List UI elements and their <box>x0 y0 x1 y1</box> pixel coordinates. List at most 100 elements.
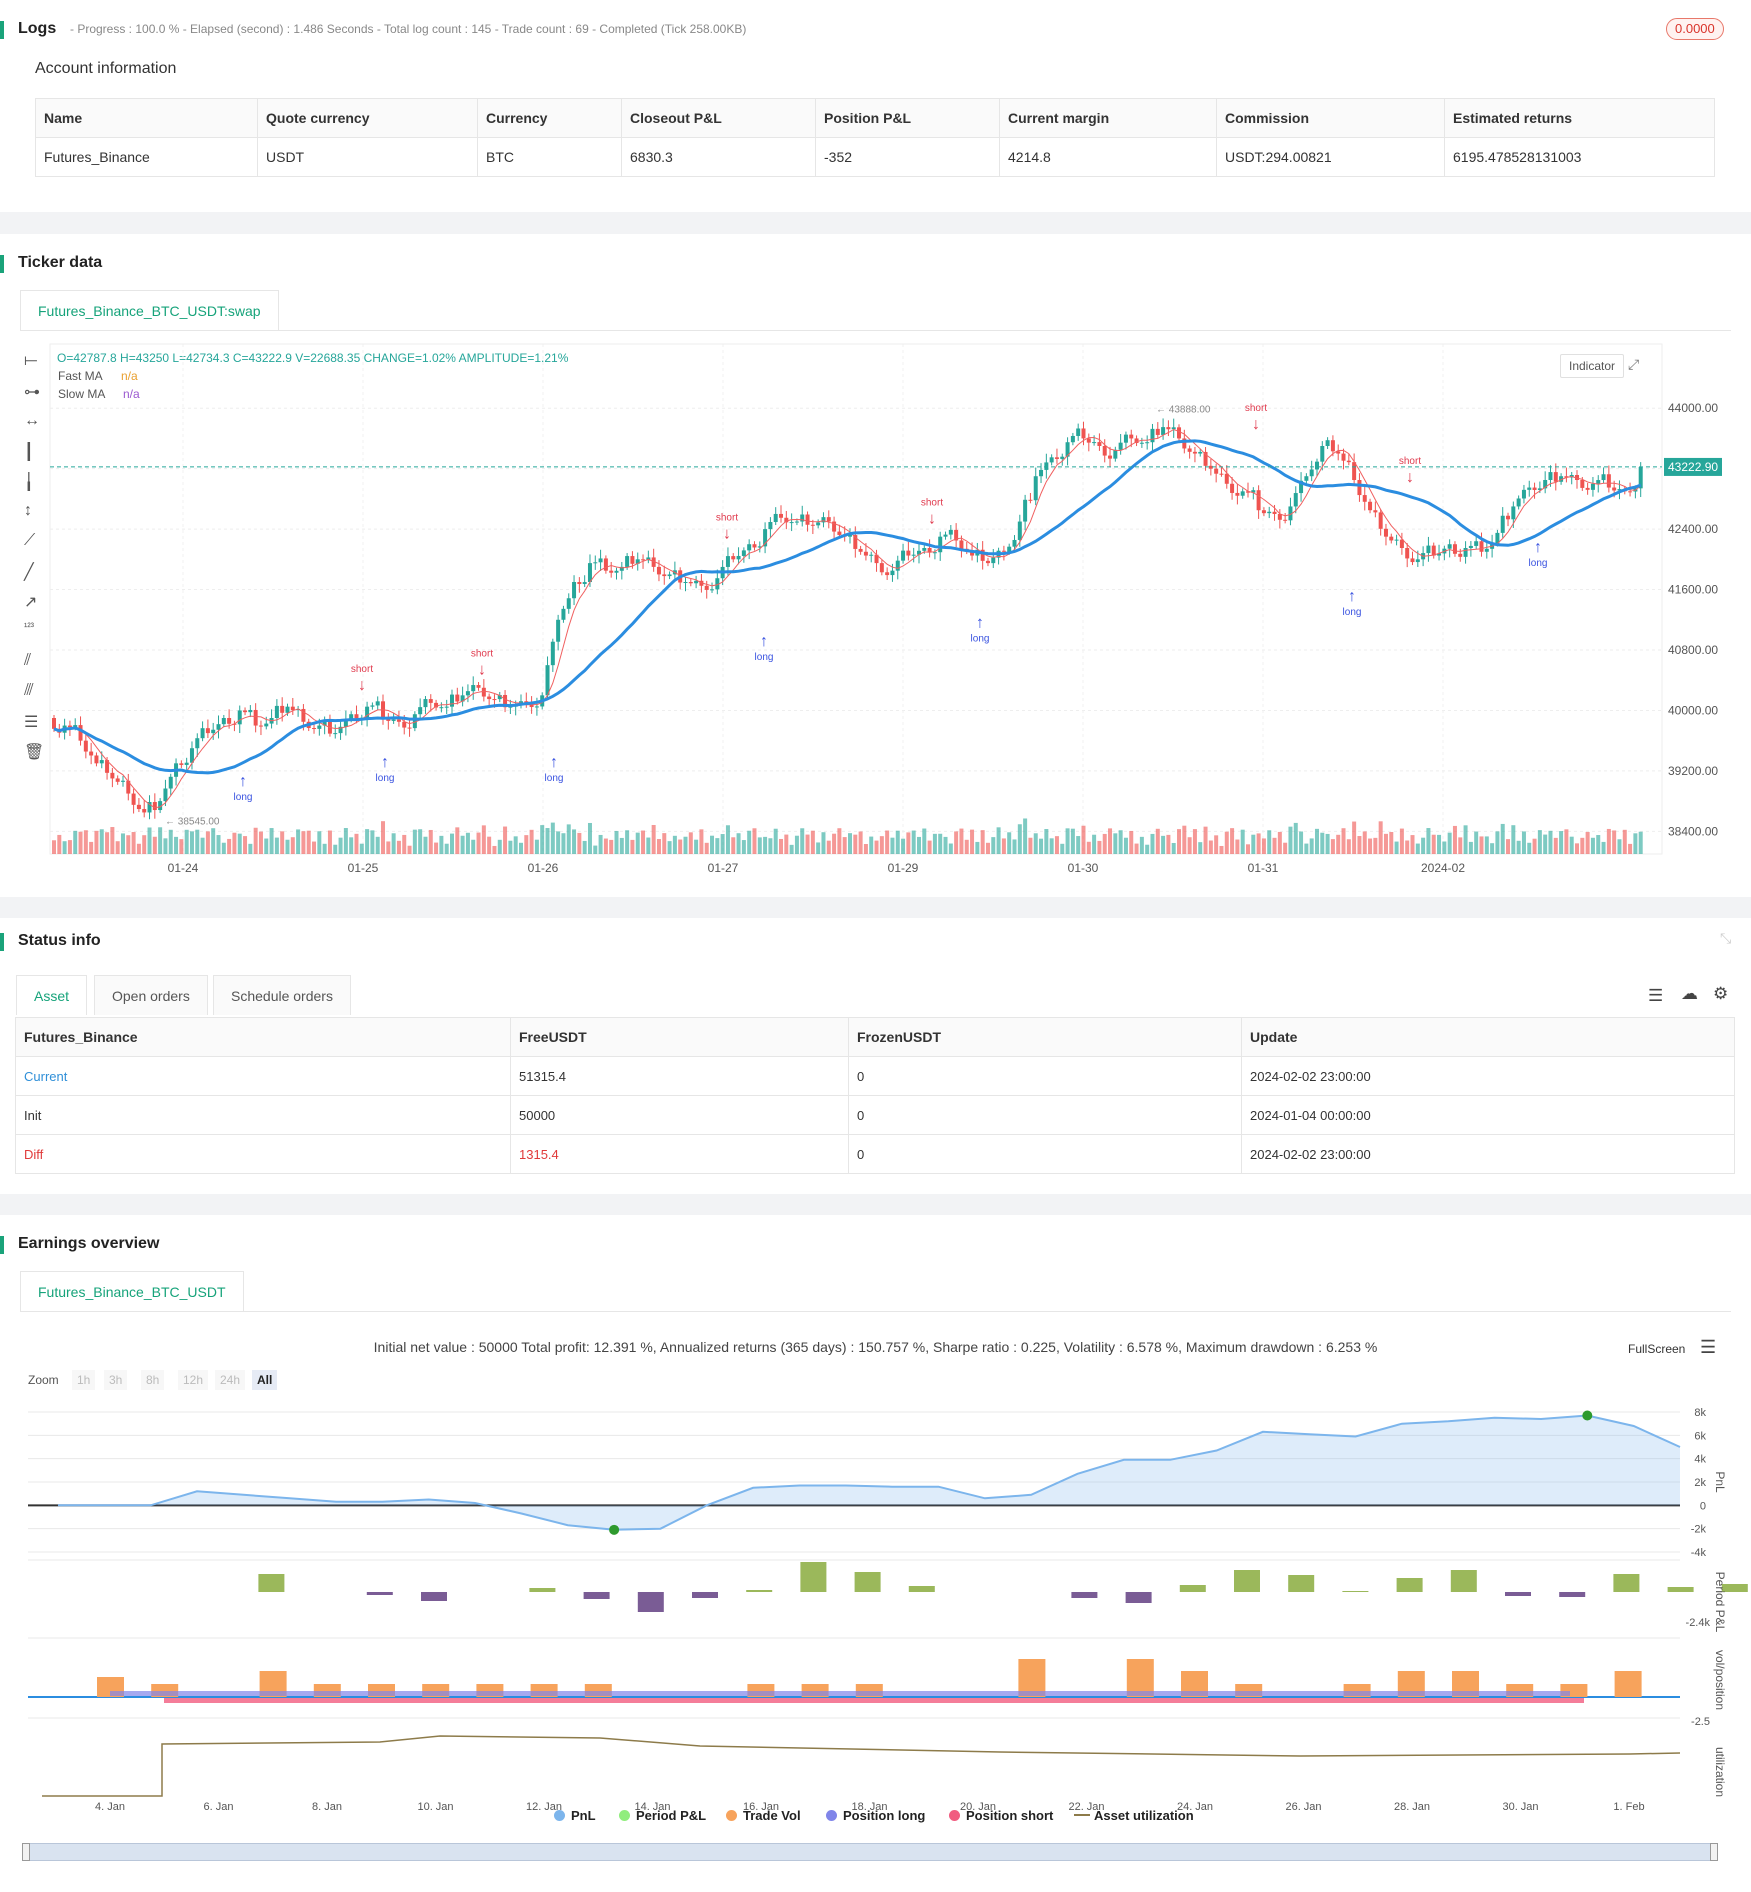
zoom-all-button[interactable]: All <box>252 1370 278 1390</box>
legend-position-short[interactable]: Position short <box>949 1808 1053 1823</box>
vertical-line-icon[interactable]: ┃ <box>24 444 34 461</box>
expand-icon[interactable]: ⤢ <box>1628 356 1640 372</box>
candle-body <box>736 555 741 560</box>
candle-body <box>784 517 789 523</box>
parallel-channel-icon[interactable]: ⫽ <box>24 652 32 669</box>
last-price-label: 43222.90 <box>1668 460 1718 474</box>
legend-trade-vol[interactable]: Trade Vol <box>726 1808 801 1823</box>
volume-bar <box>566 824 571 854</box>
candlestick-chart[interactable]: 44000.0043200.0042400.0041600.0040800.00… <box>0 234 1751 897</box>
position-short-band <box>164 1698 1584 1703</box>
fast-ma-line <box>53 428 1642 809</box>
volume-bar <box>83 830 88 854</box>
candle-body <box>136 804 141 810</box>
volume-bar <box>1256 833 1261 854</box>
volume-bar <box>1108 828 1113 854</box>
volume-bar <box>906 832 911 854</box>
candle-body <box>646 557 651 561</box>
zoom-1h-button[interactable]: 1h <box>72 1370 96 1390</box>
volume-bar <box>1415 843 1420 854</box>
candle-body <box>1267 511 1272 514</box>
volume-bar <box>1532 838 1537 854</box>
volume-bar <box>126 835 131 854</box>
indicator-button[interactable]: Indicator <box>1560 354 1625 378</box>
price-range-icon[interactable]: ↕ <box>24 502 32 519</box>
segment-icon[interactable]: ╱ <box>24 564 34 581</box>
candle-body <box>354 714 359 719</box>
vertical-segment-icon[interactable]: ╽ <box>24 474 34 491</box>
gear-icon[interactable]: ⚙ <box>1713 984 1729 1003</box>
price-label-icon[interactable]: ¹²³ <box>24 622 34 633</box>
candle-body <box>683 582 688 583</box>
ray-icon[interactable]: ⊶ <box>24 384 40 401</box>
collapse-icon[interactable]: ⤡ <box>1720 930 1732 946</box>
x-tick-label: 20. Jan <box>960 1801 996 1813</box>
trade-vol-bar <box>1614 1671 1642 1697</box>
volume-bar <box>885 830 890 854</box>
volume-bar <box>168 829 173 854</box>
zoom-3h-button[interactable]: 3h <box>104 1370 128 1390</box>
earnings-title: Earnings overview <box>0 1235 160 1254</box>
legend-pnl[interactable]: PnL <box>554 1808 596 1823</box>
candle-body <box>264 723 269 727</box>
volume-bar <box>1102 833 1107 854</box>
candle-body <box>572 582 577 599</box>
candle-body <box>1150 428 1155 443</box>
candle-body <box>163 788 168 802</box>
zoom-8h-button[interactable]: 8h <box>141 1370 165 1390</box>
tab-ticker-symbol[interactable]: Futures_Binance_BTC_USDT:swap <box>20 290 279 330</box>
list-icon[interactable]: ☰ <box>1648 986 1664 1005</box>
legend-asset-utilization[interactable]: Asset utilization <box>1074 1808 1194 1823</box>
navigator[interactable] <box>26 1843 1713 1861</box>
fullscreen-button[interactable]: FullScreen <box>1628 1342 1686 1356</box>
navigator-right-handle[interactable] <box>1710 1843 1718 1861</box>
zoom-24h-button[interactable]: 24h <box>215 1370 246 1390</box>
tab-schedule-orders[interactable]: Schedule orders <box>213 975 351 1015</box>
account-cell: 4214.8 <box>999 137 1217 177</box>
period-pnl-bar <box>529 1588 556 1592</box>
volume-bar <box>94 830 99 854</box>
extended-line-icon[interactable]: ↔ <box>24 412 40 429</box>
volume-bar <box>1187 837 1192 854</box>
volume-bar <box>1246 844 1250 854</box>
volume-bar <box>672 835 677 854</box>
candle-body <box>932 552 937 554</box>
navigator-left-handle[interactable] <box>22 1843 30 1861</box>
zoom-12h-button[interactable]: 12h <box>178 1370 209 1390</box>
arrow-line-icon[interactable]: ↗ <box>24 594 38 611</box>
fib-icon[interactable]: ⫻ <box>24 682 34 699</box>
candle-body <box>757 546 762 548</box>
tab-open-orders[interactable]: Open orders <box>94 975 208 1015</box>
x-tick-label: 26. Jan <box>1285 1801 1321 1813</box>
volume-bar <box>816 842 821 854</box>
volume-bar <box>1283 842 1288 854</box>
asset-row-label-current: Current <box>15 1056 511 1096</box>
legend-period-pnl[interactable]: Period P&L <box>619 1808 706 1823</box>
volume-bar <box>1076 836 1081 854</box>
horizontal-line-icon[interactable]: ⟝ <box>24 352 38 369</box>
candle-body <box>120 780 125 782</box>
short-arrow-icon: ↓ <box>358 677 366 694</box>
volume-bar <box>901 838 906 854</box>
logs-progress: - Progress : 100.0 % - Elapsed (second) … <box>70 22 747 36</box>
legend-pnl-label: PnL <box>571 1808 596 1823</box>
volume-bar <box>444 843 449 854</box>
gann-icon[interactable]: ☰ <box>24 714 39 731</box>
legend-position-long[interactable]: Position long <box>826 1808 925 1823</box>
period-pnl-bar <box>1559 1592 1586 1597</box>
cloud-download-icon[interactable]: ☁ <box>1681 984 1698 1003</box>
volume-bar <box>1288 826 1293 854</box>
volume-bar <box>1023 818 1028 854</box>
tab-earnings-symbol[interactable]: Futures_Binance_BTC_USDT <box>20 1271 244 1311</box>
axis-label-vol-position: vol/position <box>1713 1650 1727 1710</box>
account-cell: USDT <box>257 137 478 177</box>
candle-body <box>67 725 72 728</box>
trend-line-icon[interactable]: ⟋ <box>24 532 36 549</box>
trash-icon[interactable]: 🗑 <box>24 744 45 761</box>
menu-icon[interactable]: ☰ <box>1700 1337 1717 1357</box>
volume-bar <box>1309 838 1314 854</box>
candle-body <box>1012 539 1017 547</box>
candle-body <box>1230 483 1235 493</box>
tab-asset[interactable]: Asset <box>16 975 88 1015</box>
